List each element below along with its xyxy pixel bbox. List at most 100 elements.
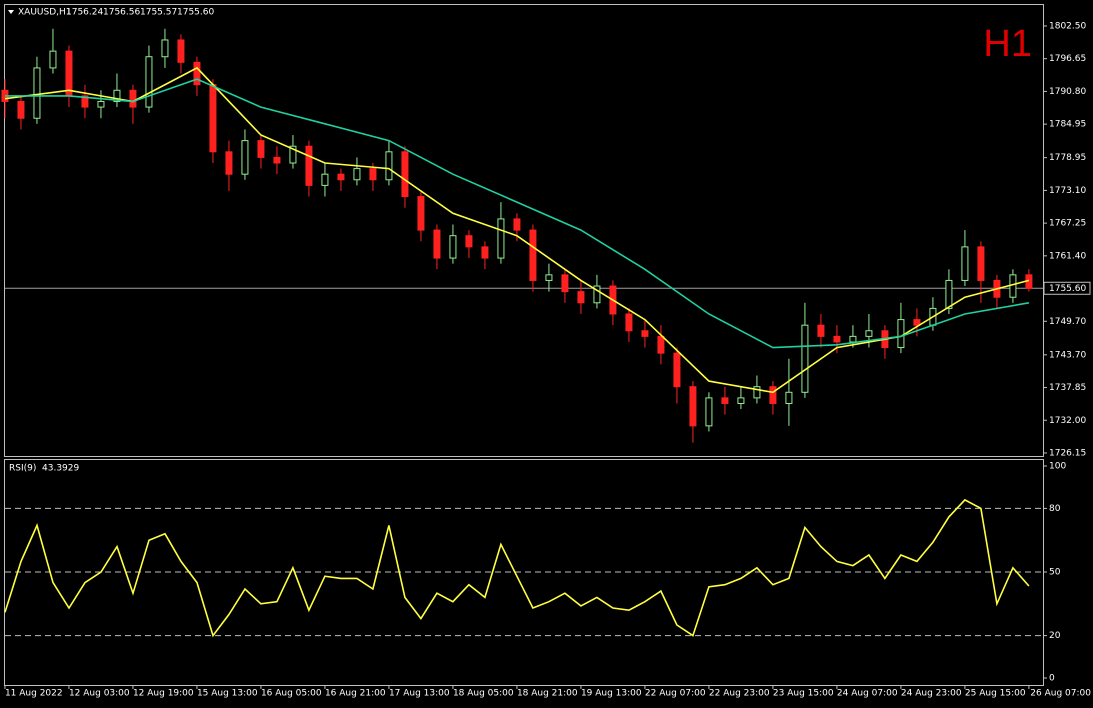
candle-body [1009, 274, 1017, 298]
candle-body [257, 140, 265, 158]
candle-body [337, 173, 345, 181]
rsi-name: RSI(9) [9, 464, 36, 474]
current-price-box [1043, 281, 1091, 295]
candle-body [625, 313, 633, 332]
candle-body [705, 397, 713, 427]
x-tick-label: 22 Aug 23:00 [709, 689, 770, 699]
y-tick-label: 1767.25 [1049, 219, 1086, 229]
candle-body [849, 335, 857, 343]
candle-body [417, 196, 425, 231]
candle-body [801, 324, 809, 393]
candle-body [593, 285, 601, 304]
quote-low: 1755.57 [140, 8, 177, 18]
x-tick-label: 19 Aug 13:00 [581, 689, 642, 699]
moving-average [4, 66, 1030, 394]
candle-body [241, 140, 249, 175]
x-tick-label: 18 Aug 05:00 [453, 689, 514, 699]
x-tick-label: 16 Aug 21:00 [325, 689, 386, 699]
candle-body [113, 89, 121, 102]
candle-body [545, 274, 553, 281]
candle-body [353, 168, 361, 181]
quote-high: 1756.56 [103, 8, 140, 18]
candle-body [945, 279, 953, 309]
candle-body [913, 319, 921, 326]
candle-body [961, 246, 969, 281]
candle-body [129, 89, 137, 108]
candle-body [33, 67, 41, 119]
x-tick-label: 18 Aug 21:00 [517, 689, 578, 699]
candle-body [769, 386, 777, 404]
candle-body [577, 291, 585, 304]
x-tick-label: 12 Aug 19:00 [133, 689, 194, 699]
y-tick-label: 100 [1049, 461, 1066, 471]
candle-body [481, 246, 489, 259]
candle-body [753, 386, 761, 399]
x-tick-label: 17 Aug 13:00 [389, 689, 450, 699]
candle-body [209, 84, 217, 153]
candle-body [833, 335, 841, 343]
candle-body [433, 229, 441, 259]
candle-body [273, 156, 281, 164]
x-tick-label: 25 Aug 15:00 [965, 689, 1026, 699]
candle-body [321, 173, 329, 186]
candle-body [721, 397, 729, 404]
candle-body [865, 330, 873, 337]
x-tick-label: 12 Aug 03:00 [69, 689, 130, 699]
y-tick-label: 1732.00 [1049, 416, 1086, 426]
candle-body [561, 274, 569, 293]
candle-body [225, 151, 233, 175]
candle-body [737, 397, 745, 404]
candle-body [305, 145, 313, 186]
moving-average [5, 78, 1030, 349]
candle-body [97, 100, 105, 108]
candle-body [177, 39, 185, 63]
y-tick-label: 1743.70 [1049, 350, 1086, 360]
y-tick-label: 1749.70 [1049, 317, 1086, 327]
candle-body [193, 61, 201, 86]
y-tick-label: 1796.65 [1049, 54, 1086, 64]
candle-body [161, 39, 169, 58]
candle-body [641, 330, 649, 337]
x-tick-label: 23 Aug 15:00 [773, 689, 834, 699]
candle-body [289, 145, 297, 164]
timeframe-label: H1 [983, 23, 1032, 65]
candle-body [897, 319, 905, 349]
y-tick-label: 20 [1049, 631, 1061, 641]
x-tick-label: 16 Aug 05:00 [261, 689, 322, 699]
rsi-value: 43.3929 [42, 464, 79, 474]
candle-body [497, 218, 505, 259]
candle-body [81, 95, 89, 108]
candle-body [513, 218, 521, 231]
price-panel [4, 4, 1044, 457]
x-tick-label: 22 Aug 07:00 [645, 689, 706, 699]
candle-body [49, 50, 57, 69]
y-tick-label: 1784.95 [1049, 120, 1086, 130]
candle-body [17, 100, 25, 119]
y-tick-label: 1773.10 [1049, 186, 1086, 196]
candle-body [385, 151, 393, 181]
y-tick-label: 50 [1049, 568, 1061, 578]
candle-body [817, 324, 825, 337]
x-tick-label: 24 Aug 07:00 [837, 689, 898, 699]
candle-body [65, 50, 73, 97]
x-tick-label: 11 Aug 2022 [5, 689, 63, 699]
candle-body [529, 229, 537, 281]
candle-body [145, 56, 153, 108]
x-tick-label: 24 Aug 23:00 [901, 689, 962, 699]
quote-open: 1756.24 [66, 8, 103, 18]
quote-close: 1755.60 [177, 8, 214, 18]
candle-body [449, 235, 457, 259]
collapse-icon[interactable] [8, 10, 14, 14]
candle-body [657, 335, 665, 354]
symbol: XAUUSD,H1 [18, 8, 72, 18]
x-tick-label: 15 Aug 13:00 [197, 689, 258, 699]
y-tick-label: 1790.80 [1049, 87, 1086, 97]
y-tick-label: 1761.40 [1049, 251, 1086, 261]
candle-body [401, 151, 409, 198]
candle-body [369, 168, 377, 181]
rsi-line [4, 498, 1030, 638]
candle-body [689, 386, 697, 427]
candle-body [977, 246, 985, 281]
